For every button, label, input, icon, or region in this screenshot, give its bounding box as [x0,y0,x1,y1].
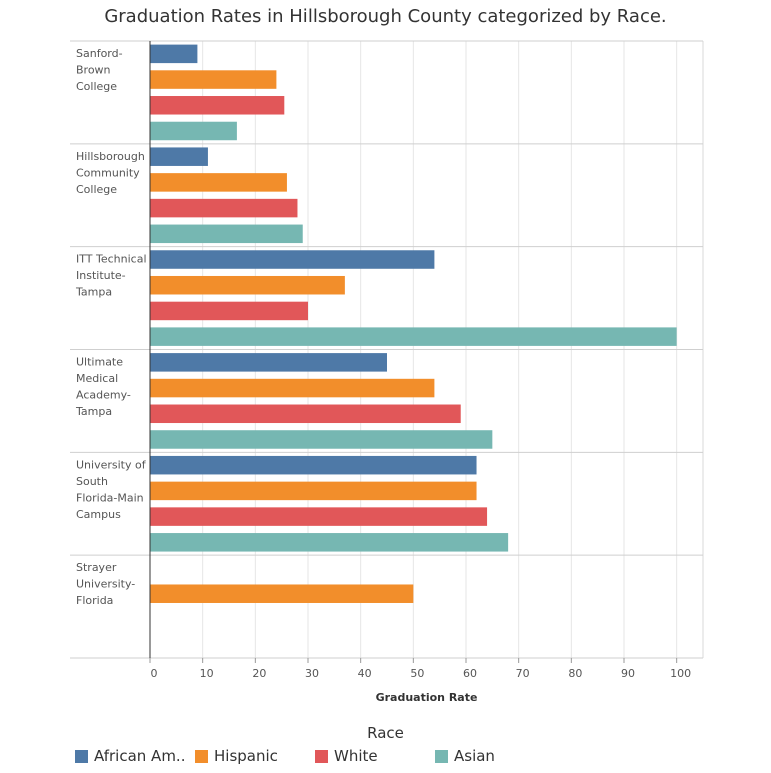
x-tick-label: 0 [151,667,158,680]
bar [150,353,387,372]
bar [150,147,208,166]
bar [150,173,287,192]
bar [150,121,237,141]
bar [150,533,509,552]
bar [150,301,308,321]
category-label: Ultimate Medical Academy-Tampa [75,356,131,419]
bar [150,404,461,424]
bar [150,70,277,89]
x-tick-label: 20 [252,667,266,680]
bar [150,507,488,526]
legend-item-white[interactable]: White [315,747,378,765]
bar [150,275,345,295]
legend-label: Asian [454,747,495,765]
category-label: University of South Florida-Main Campus [76,458,147,521]
category-label: Strayer University-Florida [76,561,135,607]
legend-item-hispanic[interactable]: Hispanic [195,747,278,765]
x-tick-label: 90 [621,667,635,680]
x-tick-label: 10 [200,667,214,680]
legend-swatch [435,749,448,763]
legend-item-african-american[interactable]: African Am.. [75,747,185,765]
x-axis-label: Graduation Rate [376,691,478,704]
x-tick-label: 50 [410,667,424,680]
bar-chart: 0 10 20 30 40 50 60 70 80 90 100 Graduation Rate San… [70,40,704,704]
x-tick-label: 70 [516,667,530,680]
bar [150,96,285,115]
bar [150,250,435,269]
bar [150,455,477,475]
bar [150,584,414,603]
bar [150,327,677,346]
legend-swatch [195,749,208,763]
legend-label: Hispanic [214,747,278,765]
x-tick-label: 100 [670,667,691,680]
legend-item-asian[interactable]: Asian [435,747,495,765]
bar [150,430,493,449]
x-tick-label: 30 [305,667,319,680]
legend-swatch [315,749,328,763]
legend-label: White [334,747,378,765]
legend-label: African Am.. [94,747,186,765]
category-label: Sanford-Brown College [76,47,123,93]
x-tick-label: 60 [463,667,477,680]
legend-title: Race [367,724,404,742]
x-tick-label: 80 [568,667,582,680]
legend-swatch [75,749,88,763]
category-label: Hillsborough Community College [76,150,145,196]
bar [150,44,198,64]
category-label: ITT Technical Institute-Tampa [75,253,147,299]
chart-title: Graduation Rates in Hillsborough County … [104,6,667,27]
x-tick-label: 40 [358,667,372,680]
bar [150,198,298,218]
bar [150,378,435,398]
bar [150,224,303,244]
bar [150,481,477,501]
